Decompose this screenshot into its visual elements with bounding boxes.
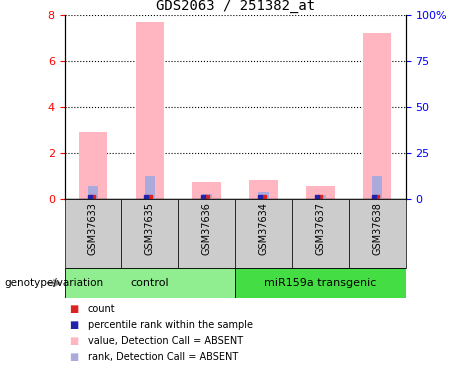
Bar <box>193 182 221 199</box>
Text: GSM37638: GSM37638 <box>372 202 382 255</box>
Bar <box>145 176 155 199</box>
Bar <box>201 194 212 199</box>
Text: miR159a transgenic: miR159a transgenic <box>264 278 377 288</box>
Title: GDS2063 / 251382_at: GDS2063 / 251382_at <box>155 0 315 13</box>
Bar <box>349 199 406 268</box>
Text: ■: ■ <box>69 304 78 314</box>
Text: GSM37637: GSM37637 <box>315 202 325 255</box>
Text: ■: ■ <box>69 320 78 330</box>
Bar <box>292 199 349 268</box>
Bar <box>178 199 235 268</box>
Text: rank, Detection Call = ABSENT: rank, Detection Call = ABSENT <box>88 352 238 362</box>
Bar <box>259 192 269 199</box>
Bar <box>306 186 335 199</box>
Text: genotype/variation: genotype/variation <box>5 278 104 288</box>
Bar <box>136 22 164 199</box>
Bar <box>372 176 382 199</box>
Text: GSM37634: GSM37634 <box>259 202 269 255</box>
Text: value, Detection Call = ABSENT: value, Detection Call = ABSENT <box>88 336 242 346</box>
Bar <box>121 199 178 268</box>
Bar <box>235 199 292 268</box>
Bar <box>363 33 391 199</box>
Bar <box>79 132 107 199</box>
Text: count: count <box>88 304 115 314</box>
Bar <box>65 268 235 298</box>
Text: control: control <box>130 278 169 288</box>
Bar <box>235 268 406 298</box>
Bar <box>88 186 98 199</box>
Text: GSM37636: GSM37636 <box>201 202 212 255</box>
Text: percentile rank within the sample: percentile rank within the sample <box>88 320 253 330</box>
Text: ■: ■ <box>69 336 78 346</box>
Text: GSM37635: GSM37635 <box>145 202 155 255</box>
Bar <box>249 180 278 199</box>
Bar <box>315 195 325 199</box>
Bar <box>65 199 121 268</box>
Text: GSM37633: GSM37633 <box>88 202 98 255</box>
Text: ■: ■ <box>69 352 78 362</box>
